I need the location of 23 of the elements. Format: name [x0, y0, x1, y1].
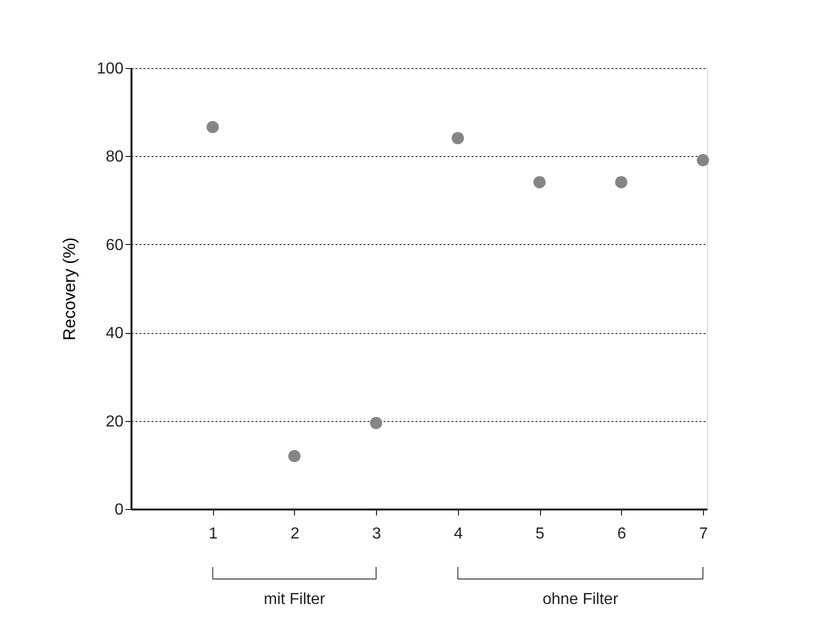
x-tick-label: 5: [536, 526, 545, 542]
y-tick-label: 100: [96, 60, 124, 78]
x-tick-label: 7: [698, 526, 708, 542]
point: [370, 416, 382, 430]
point: [206, 120, 219, 134]
point: [533, 176, 546, 188]
y-tick-label: 60: [106, 236, 124, 254]
y-tick-label: 0: [114, 502, 124, 518]
x-tick-label: 1: [208, 526, 218, 542]
point: [288, 450, 301, 462]
text: mit Filter: [264, 591, 326, 608]
y-tick-label: 20: [106, 413, 124, 430]
x-tick-label: 6: [617, 526, 626, 542]
x-tick-label: 3: [372, 526, 382, 542]
x-tick-label: 4: [454, 526, 463, 542]
point: [452, 132, 464, 144]
y-tick-label: 80: [106, 148, 124, 166]
point: [696, 154, 710, 166]
text: ohne Filter: [542, 591, 619, 608]
y-axis-title: Recovery (%): [60, 238, 79, 340]
point: [615, 176, 628, 188]
y-tick-label: 40: [106, 325, 124, 342]
x-tick-label: 2: [290, 526, 300, 542]
